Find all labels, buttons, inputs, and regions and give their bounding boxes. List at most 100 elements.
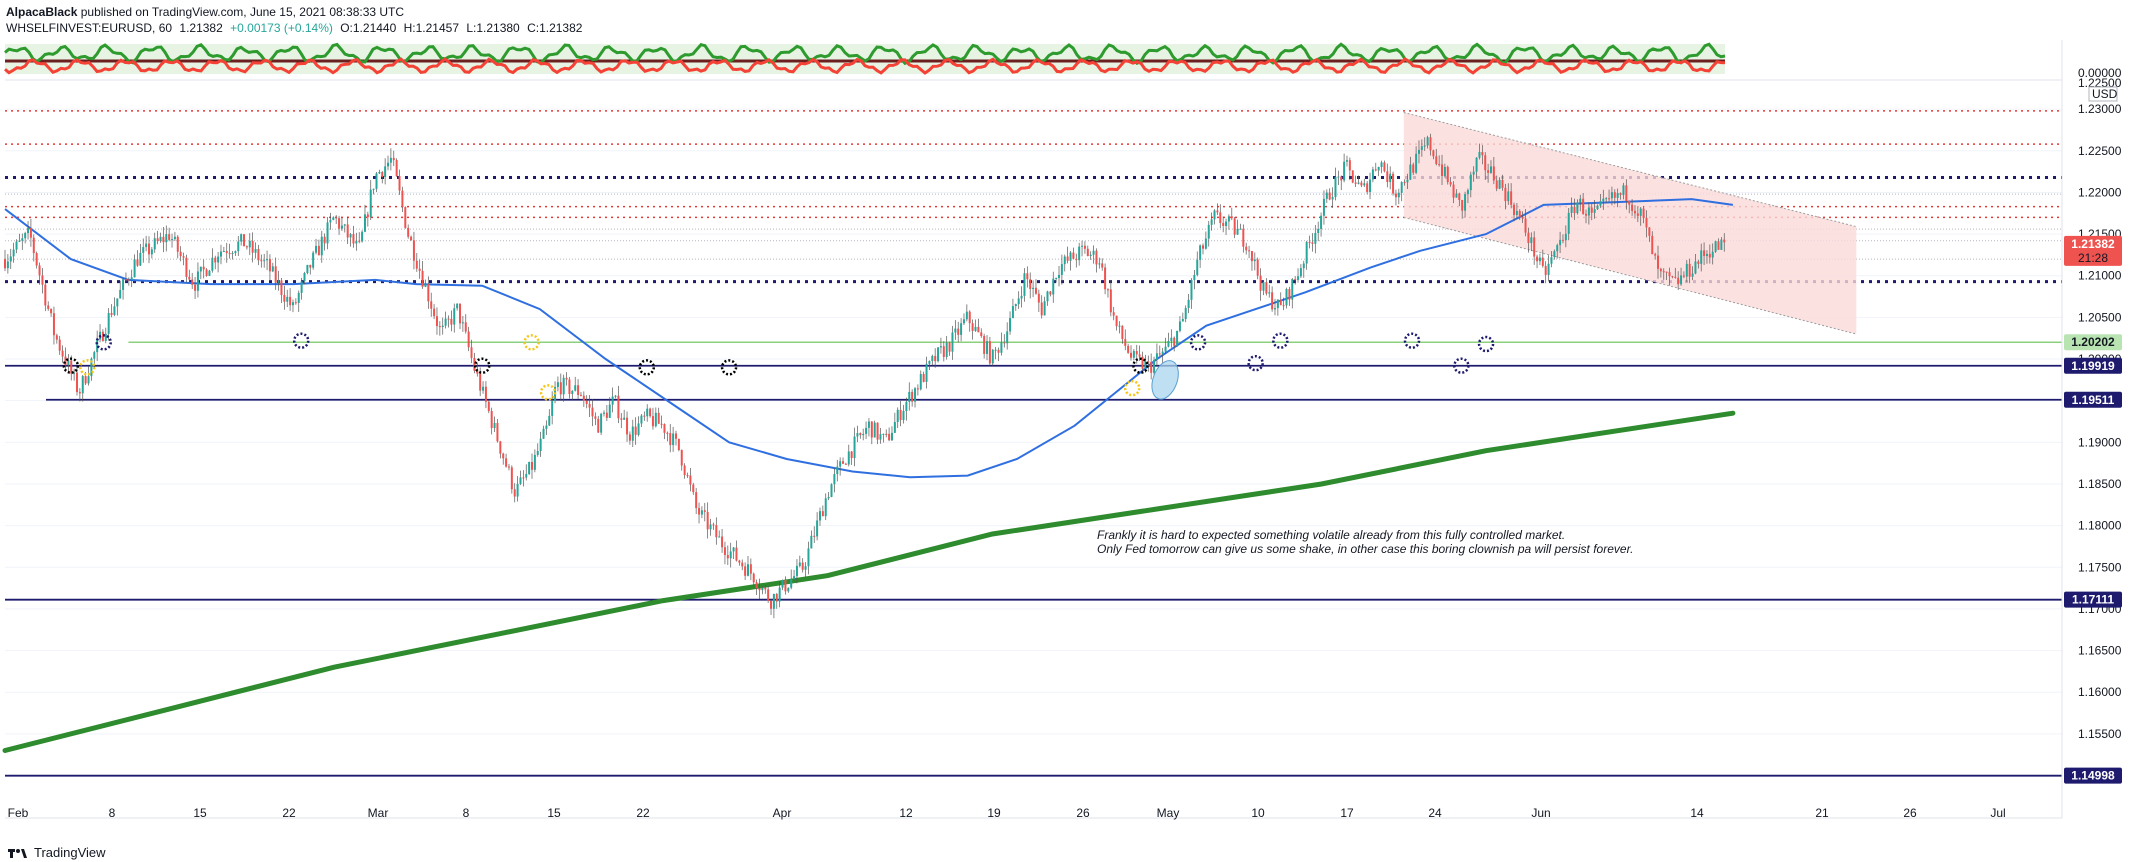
pivot-marker (62, 357, 80, 374)
candle-body (1642, 208, 1645, 218)
candle-body (585, 400, 588, 404)
candle-body (856, 433, 859, 437)
candle-body (712, 524, 715, 526)
candle-body (836, 466, 839, 475)
candle-body (706, 511, 709, 530)
candle-body (58, 339, 61, 351)
candle-body (971, 323, 974, 331)
unit-label: USD (2092, 87, 2118, 101)
y-tick-label: 1.16000 (2078, 685, 2122, 699)
candle-body (986, 341, 989, 354)
candle-body (433, 308, 436, 317)
candle-body (1345, 160, 1348, 162)
fast-moving-average (4, 198, 1734, 479)
candle-body (905, 401, 908, 412)
candle-body (4, 259, 6, 269)
price-axis[interactable]: 0.000001.22500USD1.230001.225001.220001.… (2061, 40, 2122, 818)
candle-body (772, 593, 775, 609)
annotation-line-1: Frankly it is hard to expected something… (1097, 528, 1565, 542)
oscillator-pane (4, 42, 2062, 81)
candle-body (1371, 169, 1374, 180)
pivot-marker (1477, 335, 1495, 353)
candle-body (818, 511, 821, 521)
candle-body (1593, 209, 1596, 213)
price-label-box (2064, 391, 2122, 408)
candle-body (156, 238, 159, 241)
candle-body (459, 303, 462, 324)
candle-body (939, 346, 942, 348)
candle-body (38, 265, 41, 276)
candle-body (597, 418, 600, 433)
candle-body (1420, 146, 1423, 150)
candle-body (1046, 291, 1049, 302)
candle-body (435, 316, 438, 327)
pivot-marker (539, 384, 557, 401)
candle-body (456, 303, 459, 309)
symbol-label[interactable]: WHSELFINVEST:EURUSD, 60 (6, 21, 173, 35)
candle-body (556, 382, 559, 387)
candle-body (1636, 213, 1639, 216)
candle-body (358, 240, 361, 242)
candle-body (1613, 192, 1616, 198)
candle-body (1253, 259, 1256, 262)
x-tick-label: 14 (1690, 806, 1704, 820)
candle-body (1495, 180, 1498, 189)
candle-body (1196, 259, 1199, 275)
candle-body (326, 222, 329, 244)
price-label-text: 1.17111 (2072, 593, 2114, 607)
candle-body (366, 214, 369, 218)
pivot-marker (292, 332, 310, 349)
candle-body (859, 433, 862, 436)
candle-body (70, 360, 73, 374)
candle-body (1510, 191, 1513, 205)
candle-body (1158, 353, 1161, 355)
candle-body (349, 234, 352, 238)
candle-body (1043, 301, 1046, 316)
candle-body (1392, 173, 1395, 194)
candle-body (657, 412, 660, 424)
candle-body (1708, 253, 1711, 258)
candle-body (522, 477, 525, 479)
candle-body (1605, 198, 1608, 200)
candle-body (1262, 282, 1265, 291)
candle-body (565, 377, 568, 380)
candle-body (562, 377, 565, 395)
candle-body (41, 275, 44, 285)
candle-body (257, 248, 260, 261)
candle-body (911, 391, 914, 402)
candle-body (240, 234, 243, 242)
candle-body (21, 238, 24, 241)
candle-body (280, 280, 283, 295)
candle-body (1037, 293, 1040, 303)
candle-body (695, 492, 698, 509)
candle-body (441, 325, 444, 328)
candle-body (424, 283, 427, 287)
candle-body (741, 562, 744, 567)
candle-body (631, 426, 634, 441)
candle-body (1060, 264, 1063, 275)
candle-body (384, 166, 387, 178)
candle-body (957, 328, 960, 335)
author-name[interactable]: AlpacaBlack (6, 5, 78, 19)
candle-body (1348, 160, 1351, 171)
y-tick-label: 1.21000 (2078, 269, 2122, 283)
candle-body (1184, 308, 1187, 319)
candle-body (1541, 257, 1544, 266)
channel-upper-line (1403, 112, 1857, 228)
candle-body (842, 461, 845, 464)
candle-body (896, 409, 899, 422)
candle-body (487, 401, 490, 412)
candle-body (147, 243, 150, 255)
candle-body (116, 298, 119, 307)
candle-body (1625, 185, 1628, 201)
candle-body (539, 438, 542, 452)
candle-body (1000, 342, 1003, 353)
x-tick-label: 26 (1903, 806, 1917, 820)
time-axis[interactable]: Feb 8 15 22 Mar 8 15 22 Apr 12 19 26 May 10 17 24 Jun 14 2… (5, 806, 2062, 820)
candle-body (317, 245, 320, 256)
candle-body (914, 388, 917, 402)
candle-body (447, 318, 450, 320)
candle-body (1130, 352, 1133, 358)
candle-body (1432, 150, 1435, 157)
